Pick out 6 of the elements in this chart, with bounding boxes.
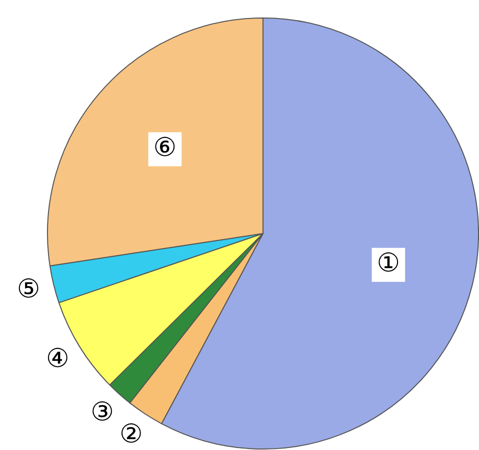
slice-label: ⑤ [16, 274, 40, 304]
slice-label: ③ [90, 397, 114, 428]
slice-label: ⑥ [153, 132, 177, 163]
slice-label: ④ [46, 344, 70, 374]
slice-label: ① [376, 248, 400, 279]
slice-label: ② [119, 419, 143, 450]
